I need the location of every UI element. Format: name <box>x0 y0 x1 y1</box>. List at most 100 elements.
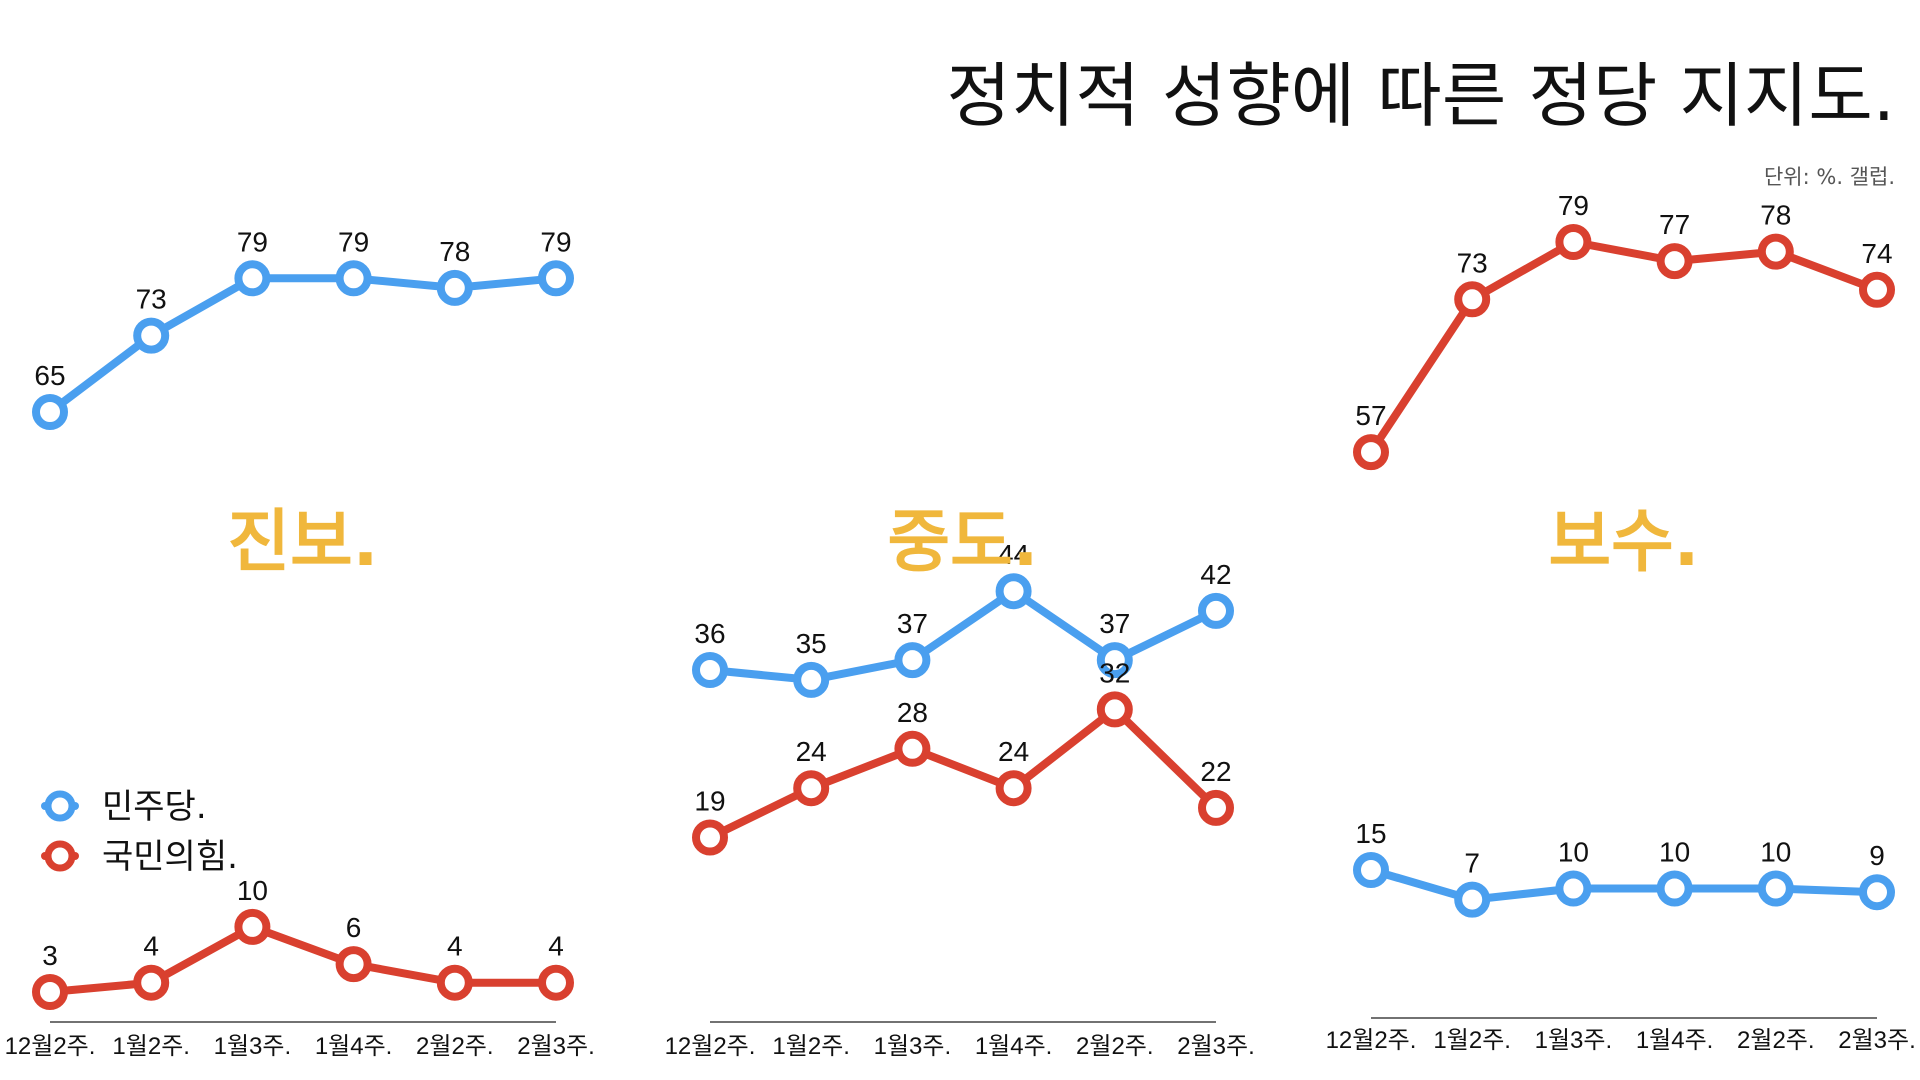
data-label: 79 <box>1558 190 1589 221</box>
x-tick-label: 1월3주. <box>1535 1027 1613 1054</box>
legend-marker-democratic <box>44 790 76 822</box>
series-line <box>1367 238 1881 457</box>
data-label: 28 <box>897 697 928 728</box>
x-tick-label: 1월4주. <box>1636 1027 1714 1054</box>
series-line <box>1367 866 1881 904</box>
data-label: 78 <box>1760 200 1791 231</box>
series-democratic: 36 35 37 44 37 42 <box>692 539 1234 698</box>
data-point <box>133 317 170 354</box>
series-line <box>706 587 1220 684</box>
data-point <box>32 394 68 430</box>
x-tick-label: 1월3주. <box>874 1033 952 1060</box>
series-line <box>706 705 1220 842</box>
panel-1: 12월2주. 1월2주. 1월3주. 1월4주. 2월2주. 2월3주. 65 73 79 79 7… <box>5 226 595 1060</box>
data-label: 10 <box>1659 837 1690 868</box>
panel-2: 12월2주. 1월2주. 1월3주. 1월4주. 2월2주. 2월3주.36 3537443… <box>665 503 1255 1060</box>
data-point <box>995 770 1032 807</box>
data-label: 10 <box>1558 837 1589 868</box>
data-label: 36 <box>694 618 725 649</box>
data-point <box>1096 642 1133 679</box>
series-line <box>46 922 560 996</box>
group-label: 중도. <box>888 503 1039 582</box>
data-label: 6 <box>346 912 362 943</box>
data-label: 37 <box>1099 608 1130 639</box>
data-label: 79 <box>237 226 268 257</box>
data-point <box>793 770 830 807</box>
data-point <box>995 573 1032 610</box>
data-point <box>1859 271 1895 308</box>
data-point <box>692 652 728 688</box>
x-tick-label: 12월2주. <box>665 1033 756 1060</box>
group-label: 보수. <box>1549 503 1700 582</box>
data-point <box>1859 874 1895 911</box>
data-point <box>894 642 931 679</box>
series-ppp: 19 24 28 24 32 22 <box>692 657 1234 856</box>
data-point <box>234 908 271 945</box>
x-tick-label: 1월4주. <box>315 1033 393 1060</box>
data-label: 4 <box>548 931 564 962</box>
data-label: 73 <box>1457 247 1488 278</box>
data-point <box>1454 281 1491 318</box>
data-point <box>436 964 473 1001</box>
series-democratic: 15 7 10 10 10 9 <box>1353 818 1895 918</box>
data-point <box>1353 434 1389 471</box>
data-point <box>335 260 372 297</box>
x-tick-label: 1월2주. <box>1433 1027 1511 1054</box>
data-point <box>1656 870 1693 907</box>
data-label: 24 <box>796 736 827 767</box>
data-point <box>894 730 931 767</box>
legend-label-ppp: 국민의힘. <box>102 837 238 877</box>
data-point <box>1198 789 1234 826</box>
data-label: 3 <box>42 940 58 971</box>
data-point <box>1454 881 1491 918</box>
data-label: 10 <box>237 875 268 906</box>
x-tick-label: 2월3주. <box>1177 1033 1255 1060</box>
data-label: 15 <box>1355 818 1386 849</box>
x-tick-label: 2월3주. <box>517 1033 595 1060</box>
data-point <box>538 964 574 1001</box>
data-point <box>692 819 728 856</box>
data-label: 22 <box>1200 756 1231 787</box>
data-point <box>436 269 473 306</box>
x-tick-label: 12월2주. <box>5 1033 96 1060</box>
legend-marker-ppp <box>44 840 76 872</box>
data-label: 7 <box>1464 848 1480 879</box>
data-point <box>1555 224 1592 260</box>
legend-label-democratic: 민주당. <box>102 787 207 827</box>
legend: 민주당. 국민의힘. <box>41 787 238 877</box>
data-point <box>234 260 271 297</box>
group-label: 진보. <box>228 503 379 582</box>
data-point <box>335 946 372 983</box>
series-ppp: 3 4 10 6 4 4 <box>32 875 574 1010</box>
x-tick-label: 1월2주. <box>772 1033 850 1060</box>
x-tick-label: 2월2주. <box>1737 1027 1815 1054</box>
data-point <box>1353 852 1389 888</box>
x-tick-label: 2월3주. <box>1838 1027 1916 1054</box>
data-point <box>1757 870 1794 907</box>
data-label: 78 <box>439 236 470 267</box>
data-label: 4 <box>143 931 159 962</box>
panel-3: 12월2주. 1월2주. 1월3주. 1월4주. 2월2주. 2월3주. 15 7 10 10 10… <box>1326 190 1916 1054</box>
legend-item-democratic: 민주당. <box>41 787 207 827</box>
data-label: 44 <box>998 539 1029 570</box>
data-label: 4 <box>447 931 463 962</box>
data-label: 79 <box>338 226 369 257</box>
x-tick-label: 2월2주. <box>416 1033 494 1060</box>
data-label: 24 <box>998 736 1029 767</box>
data-label: 35 <box>796 628 827 659</box>
data-label: 65 <box>34 360 65 391</box>
data-label: 77 <box>1659 209 1690 240</box>
x-tick-label: 1월3주. <box>214 1033 292 1060</box>
data-point <box>1198 592 1234 629</box>
data-point <box>1757 233 1794 270</box>
data-label: 19 <box>694 786 725 817</box>
data-point <box>793 661 830 698</box>
data-point <box>133 964 170 1001</box>
data-label: 10 <box>1760 837 1791 868</box>
data-label: 9 <box>1869 840 1885 871</box>
series-democratic: 65 73 79 79 78 79 <box>32 226 574 430</box>
data-label: 42 <box>1200 559 1231 590</box>
data-label: 37 <box>897 608 928 639</box>
